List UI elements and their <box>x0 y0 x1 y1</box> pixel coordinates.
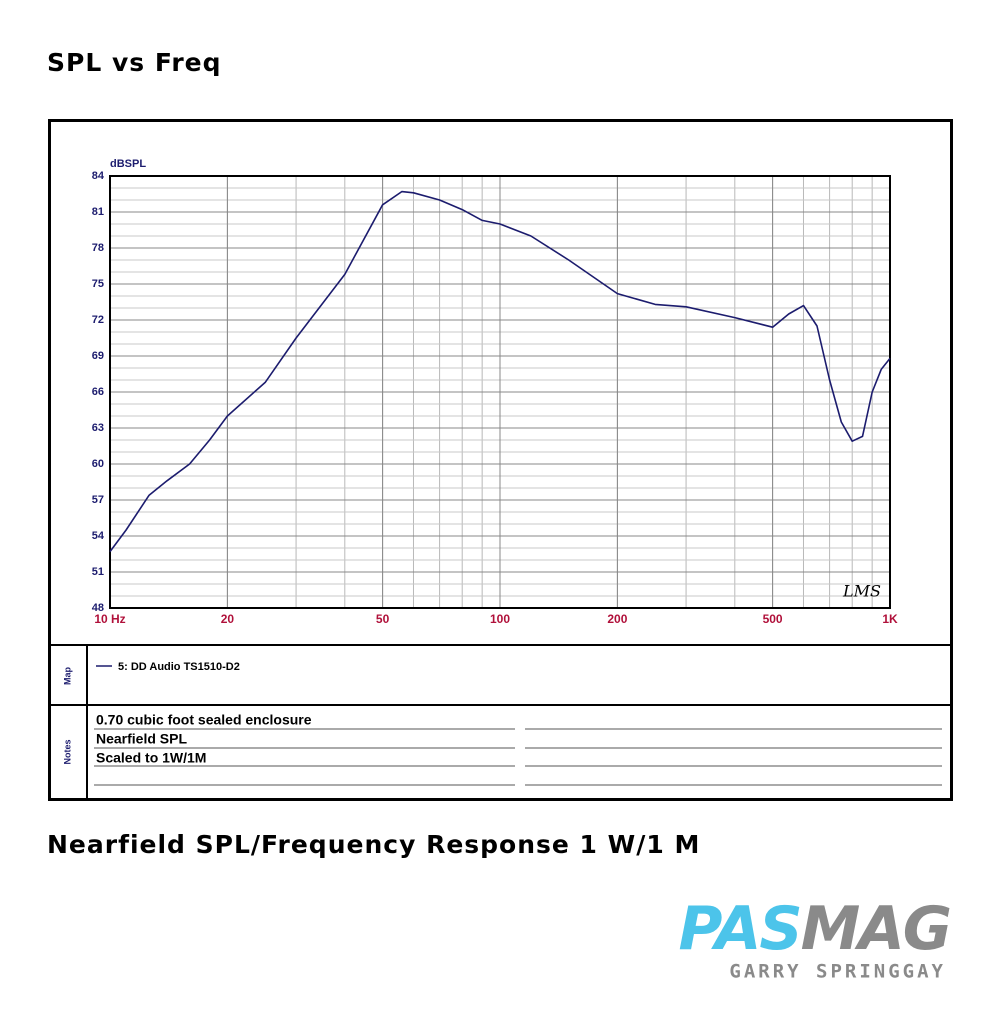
legend-label: 5: DD Audio TS1510-D2 <box>118 661 240 673</box>
plot-border <box>109 175 891 609</box>
map-label: Map <box>62 666 72 685</box>
y-tick-label: 84 <box>92 170 105 182</box>
logo: PASMAG <box>678 894 950 964</box>
caption: Nearfield SPL/Frequency Response 1 W/1 M <box>47 830 700 859</box>
x-tick-label: 20 <box>221 612 235 626</box>
y-tick-label: 72 <box>92 314 104 326</box>
y-tick-label: 54 <box>92 530 105 542</box>
page-heading: SPL vs Freq <box>47 48 222 77</box>
x-tick-label: 1K <box>882 612 898 626</box>
logo-left: PAS <box>678 894 800 964</box>
y-tick-label: 69 <box>92 350 104 362</box>
y-tick-label: 81 <box>92 206 104 218</box>
y-tick-label: 78 <box>92 242 104 254</box>
x-tick-label: 200 <box>607 612 627 626</box>
y-tick-label: 60 <box>92 458 104 470</box>
y-tick-label: 63 <box>92 422 104 434</box>
logo-right: MAG <box>801 894 950 964</box>
note-lines <box>94 728 942 786</box>
y-tick-label: 66 <box>92 386 104 398</box>
y-tick-label: 51 <box>92 566 104 578</box>
annotation: LMS <box>842 582 881 601</box>
y-tick-label: 75 <box>92 278 104 290</box>
note: Nearfield SPL <box>96 731 187 747</box>
x-tick-label: 50 <box>376 612 390 626</box>
chart-frame <box>48 119 953 801</box>
note: Scaled to 1W/1M <box>96 750 206 766</box>
x-tick-label: 10 Hz <box>94 612 125 626</box>
x-tick-label: 100 <box>490 612 510 626</box>
y-axis-label: dBSPL <box>110 158 146 170</box>
series-line <box>109 190 891 553</box>
x-tick-label: 500 <box>763 612 783 626</box>
notes-label: Notes <box>62 739 72 764</box>
y-tick-label: 57 <box>92 494 104 506</box>
note: 0.70 cubic foot sealed enclosure <box>96 712 312 728</box>
logo-credit: GARRY SPRINGGAY <box>729 961 946 983</box>
y-tick-label: 48 <box>92 602 104 614</box>
